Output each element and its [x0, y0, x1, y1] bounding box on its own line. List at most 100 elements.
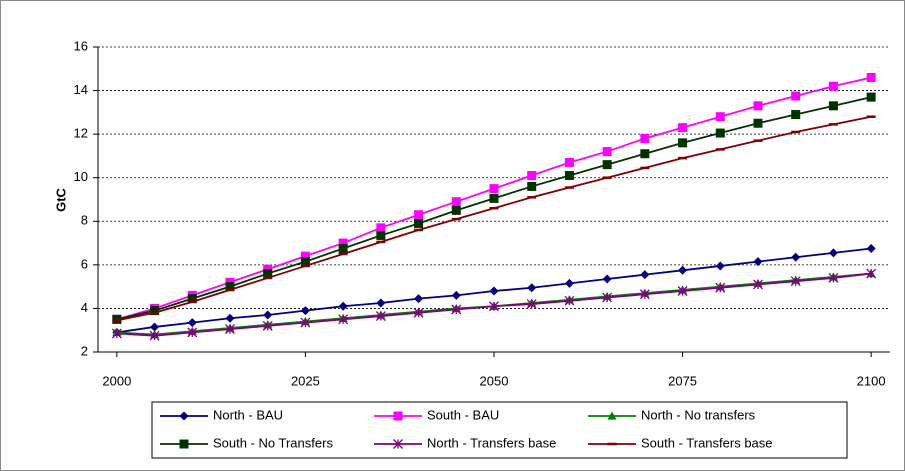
marker	[338, 244, 348, 254]
marker	[414, 218, 424, 228]
marker	[828, 248, 838, 258]
marker	[338, 314, 349, 325]
legend-label: South - BAU	[427, 407, 499, 422]
legend-marker	[393, 411, 403, 421]
marker	[376, 230, 386, 240]
marker	[413, 307, 424, 318]
marker	[375, 311, 386, 322]
marker	[678, 138, 688, 148]
x-tick-label: 2000	[102, 373, 131, 388]
y-tick-label: 14	[74, 82, 88, 97]
marker	[715, 112, 725, 122]
marker	[225, 324, 235, 335]
marker	[376, 223, 386, 233]
marker	[527, 181, 537, 191]
marker	[338, 301, 348, 311]
marker	[187, 318, 197, 328]
marker	[527, 283, 537, 293]
marker	[753, 279, 763, 290]
marker	[262, 320, 273, 331]
marker	[866, 73, 876, 82]
marker	[451, 290, 461, 300]
marker	[149, 330, 160, 341]
marker	[150, 322, 160, 332]
legend-label: South - No Transfers	[213, 435, 333, 450]
marker	[564, 295, 575, 306]
marker	[828, 101, 838, 111]
marker	[111, 328, 122, 339]
marker	[263, 269, 273, 279]
marker	[639, 289, 650, 300]
marker	[715, 128, 725, 138]
marker	[527, 171, 537, 181]
marker	[263, 310, 273, 320]
legend-label: North - Transfers base	[427, 435, 556, 450]
marker	[828, 81, 838, 91]
y-tick-label: 2	[81, 343, 88, 358]
marker	[790, 276, 801, 287]
legend-marker	[179, 411, 189, 421]
y-axis-label: GtC	[53, 187, 68, 211]
x-tick-label: 2050	[480, 373, 509, 388]
marker	[300, 306, 310, 316]
marker	[678, 123, 688, 133]
legend-marker	[393, 439, 403, 449]
marker	[300, 251, 310, 261]
marker	[640, 149, 650, 159]
marker	[753, 118, 763, 128]
marker	[338, 238, 348, 248]
marker	[828, 272, 839, 283]
marker	[489, 184, 499, 194]
marker	[150, 306, 160, 316]
marker	[187, 327, 198, 338]
marker	[602, 274, 612, 284]
marker	[753, 257, 763, 267]
marker	[300, 317, 311, 328]
y-tick-label: 8	[81, 213, 88, 228]
marker	[715, 282, 726, 293]
marker	[866, 92, 876, 102]
marker	[640, 134, 650, 143]
marker	[791, 252, 801, 262]
marker	[451, 197, 461, 207]
marker	[602, 147, 612, 157]
marker	[489, 301, 499, 312]
marker	[602, 160, 612, 170]
marker	[640, 270, 650, 280]
marker	[866, 268, 877, 279]
x-tick-label: 2075	[668, 373, 697, 388]
legend-marker	[607, 411, 617, 420]
legend-label: North - No transfers	[641, 407, 756, 422]
marker	[715, 261, 725, 271]
x-tick-label: 2025	[291, 373, 320, 388]
marker	[564, 157, 574, 167]
marker	[225, 313, 235, 323]
marker	[564, 171, 574, 181]
marker	[791, 110, 801, 120]
marker	[677, 286, 688, 296]
legend-box	[151, 401, 848, 459]
legend: North - BAU South - BAU North - No transfe…	[151, 401, 848, 459]
y-tick-label: 16	[74, 38, 88, 53]
y-tick-label: 10	[74, 169, 88, 184]
marker	[753, 101, 763, 111]
marker	[451, 205, 461, 215]
legend-marker	[179, 439, 189, 449]
y-tick-label: 6	[81, 256, 88, 271]
y-tick-label: 4	[81, 300, 88, 315]
legend-label: South - Transfers base	[641, 435, 773, 450]
marker	[791, 91, 801, 101]
x-tick-label: 2100	[857, 373, 886, 388]
marker	[866, 244, 876, 254]
marker	[300, 257, 310, 267]
marker	[602, 292, 613, 303]
marker	[187, 294, 197, 304]
marker	[376, 298, 386, 308]
marker	[451, 304, 462, 315]
marker	[489, 193, 499, 203]
legend-label: North - BAU	[213, 407, 283, 422]
marker	[225, 282, 235, 292]
marker	[564, 278, 574, 288]
